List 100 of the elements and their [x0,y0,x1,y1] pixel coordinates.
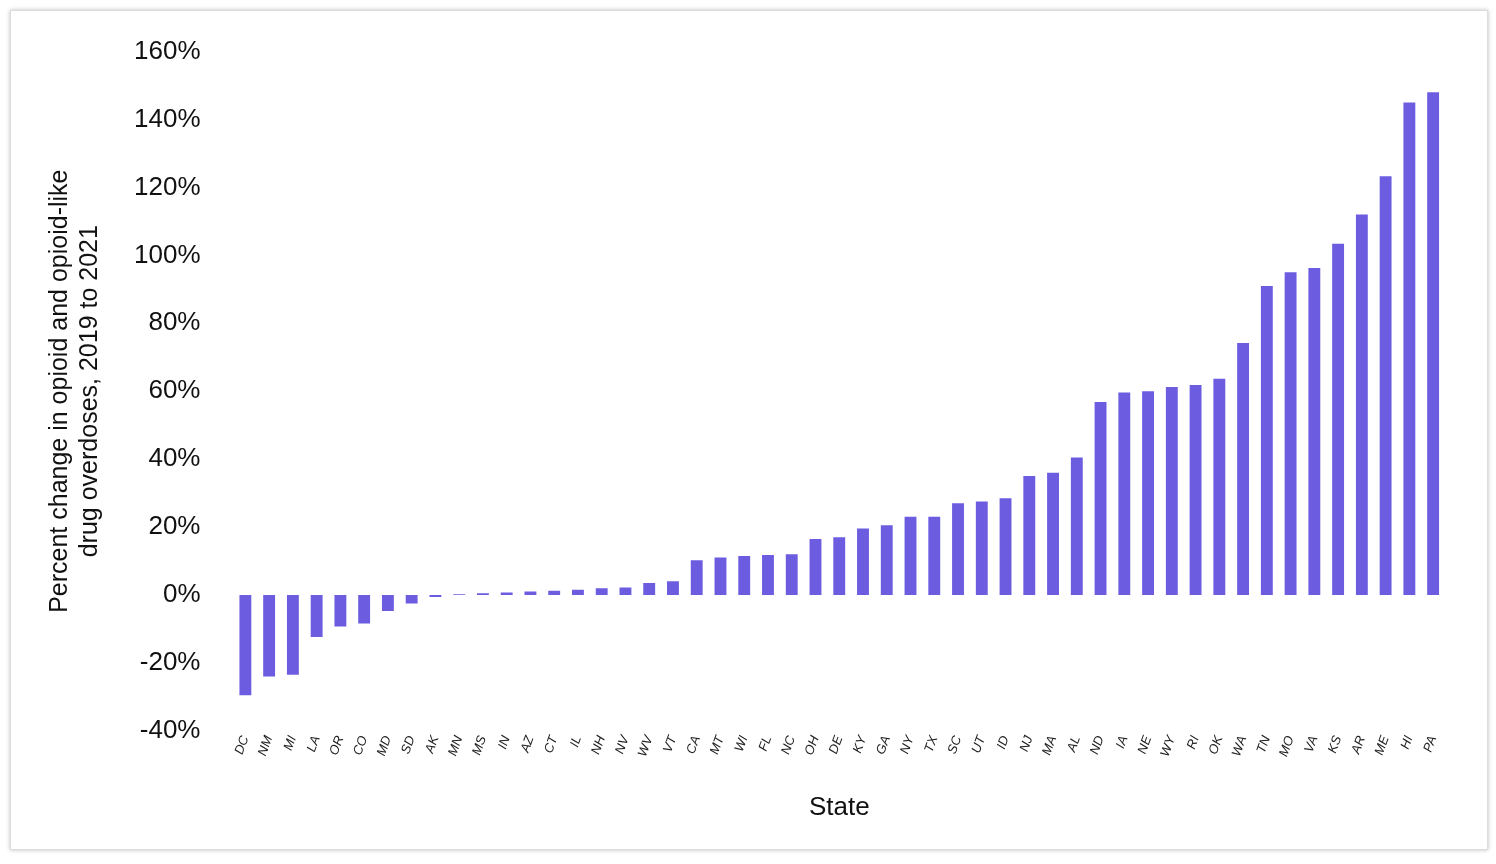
y-tick-label: 80% [148,306,201,337]
bar [595,588,608,595]
x-tick-label: NC [777,733,799,757]
x-tick-label: MT [706,732,728,757]
bar [1355,214,1368,595]
x-tick-label: IL [566,733,585,749]
bar [1260,285,1273,595]
y-tick-label: 120% [134,170,201,201]
x-tick-label: NV [611,732,633,756]
x-tick-label: AZ [516,732,537,756]
x-tick-label: ME [1371,733,1392,758]
x-tick-label: NE [1134,733,1155,756]
bar [785,554,798,595]
bar [690,560,703,595]
y-tick-label: -40% [139,713,201,744]
x-tick-label: WA [1228,733,1250,759]
y-tick-label: 0% [162,578,201,609]
y-tick-label: 140% [134,102,201,133]
x-tick-label: DE [825,733,846,756]
x-tick-label: NJ [1015,733,1036,754]
bar [1308,267,1321,595]
x-tick-label: UT [967,732,989,756]
x-tick-label: GA [872,733,893,757]
x-tick-label: OR [325,733,347,758]
bar [1189,385,1202,595]
bar [1047,472,1059,595]
bar [310,594,323,638]
bar [358,594,371,624]
bar [999,498,1012,595]
bar [857,528,869,595]
bar [619,587,632,595]
y-tick-label: 60% [148,374,201,405]
bar [405,594,418,604]
x-tick-label: IN [494,733,514,751]
bar [1023,476,1036,595]
bar [833,537,846,595]
bar [1142,391,1154,595]
x-tick-label: VT [659,732,680,755]
x-tick-label: KY [849,732,870,756]
bar [975,501,988,595]
x-tick-label: MD [373,733,395,758]
bar [1094,402,1107,595]
bar [714,557,727,595]
x-tick-label: NY [896,732,918,756]
x-tick-label: DC [231,733,252,757]
x-tick-label: NH [587,733,609,757]
bar [1332,243,1345,595]
bar [286,594,299,675]
y-tick-label: 40% [148,442,201,473]
bar [1237,342,1250,595]
x-tick-label: AR [1347,733,1369,757]
bar [880,525,893,595]
x-tick-label: NM [254,733,276,758]
y-tick-label: 160% [134,34,201,65]
bar [572,589,584,595]
x-tick-label: AK [421,732,443,756]
bar [548,590,561,595]
bar [524,591,537,595]
bar [1165,387,1178,595]
y-tick-label: -20% [139,646,201,677]
bar [738,555,751,595]
bar [904,516,917,595]
x-tick-label: TN [1253,733,1274,756]
x-tick-label: RI [1183,733,1202,751]
x-tick-label: CT [540,732,561,756]
bar [334,594,347,627]
x-tick-label: OK [1205,732,1226,757]
y-tick-label: 100% [134,238,201,269]
x-tick-label: KS [1324,733,1345,756]
x-tick-label: FL [754,733,775,753]
y-tick-label: 20% [148,510,201,541]
x-tick-label: VA [1300,733,1321,755]
bar [381,594,394,611]
x-tick-label: HI [1397,733,1416,751]
x-tick-label: SD [397,733,418,756]
x-tick-label: MA [1038,733,1060,758]
bar [1403,102,1416,595]
x-tick-label: SC [943,733,965,756]
x-tick-label: LA [303,733,323,754]
bar [1284,272,1297,595]
bar [239,594,252,696]
bar [1070,457,1083,595]
x-tick-label: TX [920,732,941,755]
bar [809,538,822,595]
bar [1379,176,1392,595]
x-tick-label: AL [1063,733,1084,755]
x-tick-label: WV [634,732,656,759]
bar [429,594,442,597]
x-tick-label: MN [444,733,466,758]
bar [643,583,656,595]
x-tick-label: PA [1419,733,1440,755]
x-tick-label: ID [993,733,1012,751]
x-tick-label: WI [730,733,751,754]
x-axis-title: State [808,790,870,821]
y-axis-title: Percent change in opioid and opioid-like drug overdoses, 2019 to 2021 [43,169,102,613]
bar [1427,92,1440,595]
bar [1213,378,1226,595]
bar [1118,392,1131,595]
x-tick-label: OH [800,733,822,758]
bar [928,516,941,595]
